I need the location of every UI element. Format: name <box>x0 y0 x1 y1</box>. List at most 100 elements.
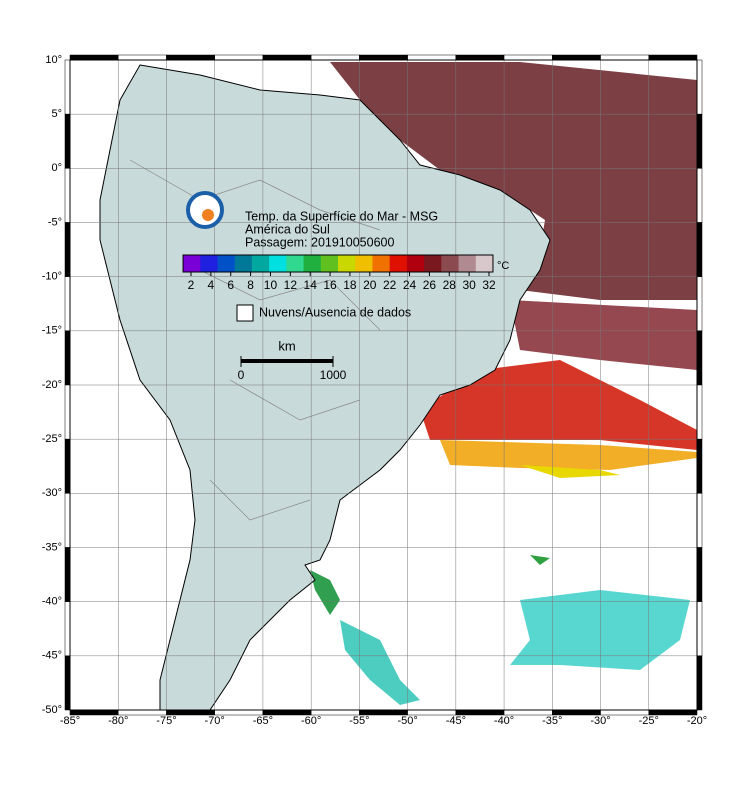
frame-segment <box>407 54 457 61</box>
colorbar-cell <box>251 255 270 272</box>
colorbar-tick-label: 4 <box>208 278 215 292</box>
frame-segment <box>64 655 71 711</box>
title-line: América do Sul <box>245 222 330 236</box>
frame-segment <box>262 54 312 61</box>
colorbar-cell <box>269 255 287 272</box>
colorbar-cell <box>424 255 442 272</box>
x-tick-label: -20° <box>687 715 707 727</box>
colorbar-tick-label: 28 <box>443 278 457 292</box>
frame-segment <box>407 709 457 716</box>
scale-tick-label: 0 <box>238 368 245 382</box>
colorbar-cell <box>372 255 391 272</box>
frame-segment <box>64 330 71 386</box>
x-tick-label: -30° <box>590 715 610 727</box>
frame-segment <box>64 113 71 169</box>
colorbar-tick-label: 24 <box>403 278 417 292</box>
frame-segment <box>262 709 312 716</box>
legend-label: Nuvens/Ausencia de dados <box>259 305 411 319</box>
x-tick-label: -50° <box>397 715 417 727</box>
frame-segment <box>696 384 703 440</box>
colorbar-cell <box>389 255 408 272</box>
title-line: Passagem: 201910050600 <box>245 235 394 249</box>
y-tick-label: -5° <box>48 216 62 228</box>
x-tick-label: -55° <box>349 715 369 727</box>
colorbar-cell <box>303 255 322 272</box>
frame-segment <box>696 330 703 386</box>
frame-segment <box>696 655 703 711</box>
x-tick-label: -75° <box>156 715 176 727</box>
frame-segment <box>648 54 698 61</box>
frame-segment <box>64 384 71 440</box>
map-border <box>69 59 698 711</box>
frame-segment <box>69 709 119 716</box>
colorbar-tick-label: 32 <box>482 278 496 292</box>
frame-segment <box>696 601 703 657</box>
x-tick-label: -70° <box>205 715 225 727</box>
frame-segment <box>359 709 408 716</box>
frame-segment <box>696 222 703 277</box>
y-tick-label: -15° <box>42 325 62 337</box>
frame-segment <box>503 709 553 716</box>
frame-segment <box>64 547 71 602</box>
y-tick-label: -30° <box>42 487 62 499</box>
colorbar-tick-label: 12 <box>284 278 298 292</box>
colorbar-tick-label: 8 <box>247 278 254 292</box>
colorbar-cell <box>200 255 218 272</box>
x-tick-label: -45° <box>446 715 466 727</box>
colorbar-cell <box>406 255 425 272</box>
frame-segment <box>117 709 167 716</box>
frame-segment <box>117 54 167 61</box>
frame-segment <box>64 493 71 548</box>
frame-segment <box>552 54 601 61</box>
frame-segment <box>696 547 703 602</box>
y-tick-label: -35° <box>42 541 62 553</box>
x-tick-label: -25° <box>639 715 659 727</box>
colorbar-tick-label: 18 <box>343 278 357 292</box>
frame-segment <box>552 709 601 716</box>
colorbar-tick-label: 20 <box>363 278 377 292</box>
colorbar-border <box>182 254 494 273</box>
frame-segment <box>600 709 650 716</box>
colorbar-cell <box>286 255 305 272</box>
scale-bar <box>241 359 333 363</box>
frame-segment <box>455 709 505 716</box>
colorbar-cell <box>338 255 356 272</box>
x-tick-label: -80° <box>108 715 128 727</box>
y-tick-label: -25° <box>42 433 62 445</box>
frame-segment <box>600 54 650 61</box>
legend-swatch <box>236 304 254 322</box>
y-tick-label: 10° <box>45 54 62 66</box>
x-tick-label: -65° <box>253 715 273 727</box>
y-tick-label: -20° <box>42 379 62 391</box>
scale-tick-label: 1000 <box>320 368 347 382</box>
colorbar-unit: °C <box>497 260 509 272</box>
x-tick-label: -85° <box>60 715 80 727</box>
colorbar-tick-label: 14 <box>304 278 318 292</box>
y-tick-label: 0° <box>51 162 62 174</box>
colorbar-cell <box>441 255 460 272</box>
colorbar-tick-label: 6 <box>227 278 234 292</box>
y-tick-label: -50° <box>42 704 62 716</box>
frame-segment <box>696 493 703 548</box>
colorbar-tick-label: 16 <box>323 278 337 292</box>
scale-unit: km <box>278 338 295 353</box>
colorbar-tick-label: 22 <box>383 278 397 292</box>
title-line: Temp. da Superfície do Mar - MSG <box>245 209 438 223</box>
y-tick-label: -10° <box>42 271 62 283</box>
frame-segment <box>696 59 703 115</box>
colorbar-cell <box>217 255 236 272</box>
frame-segment <box>696 276 703 332</box>
frame-segment <box>64 222 71 277</box>
frame-segment <box>64 276 71 332</box>
colorbar-tick-label: 26 <box>423 278 437 292</box>
frame-segment <box>648 709 698 716</box>
frame-segment <box>64 168 71 223</box>
colorbar-cell <box>458 255 477 272</box>
colorbar-cell <box>234 255 253 272</box>
frame-segment <box>64 59 71 115</box>
frame-segment <box>166 54 215 61</box>
y-tick-label: -40° <box>42 596 62 608</box>
frame-segment <box>214 54 264 61</box>
colorbar-cell <box>475 255 494 272</box>
borders <box>129 159 381 521</box>
